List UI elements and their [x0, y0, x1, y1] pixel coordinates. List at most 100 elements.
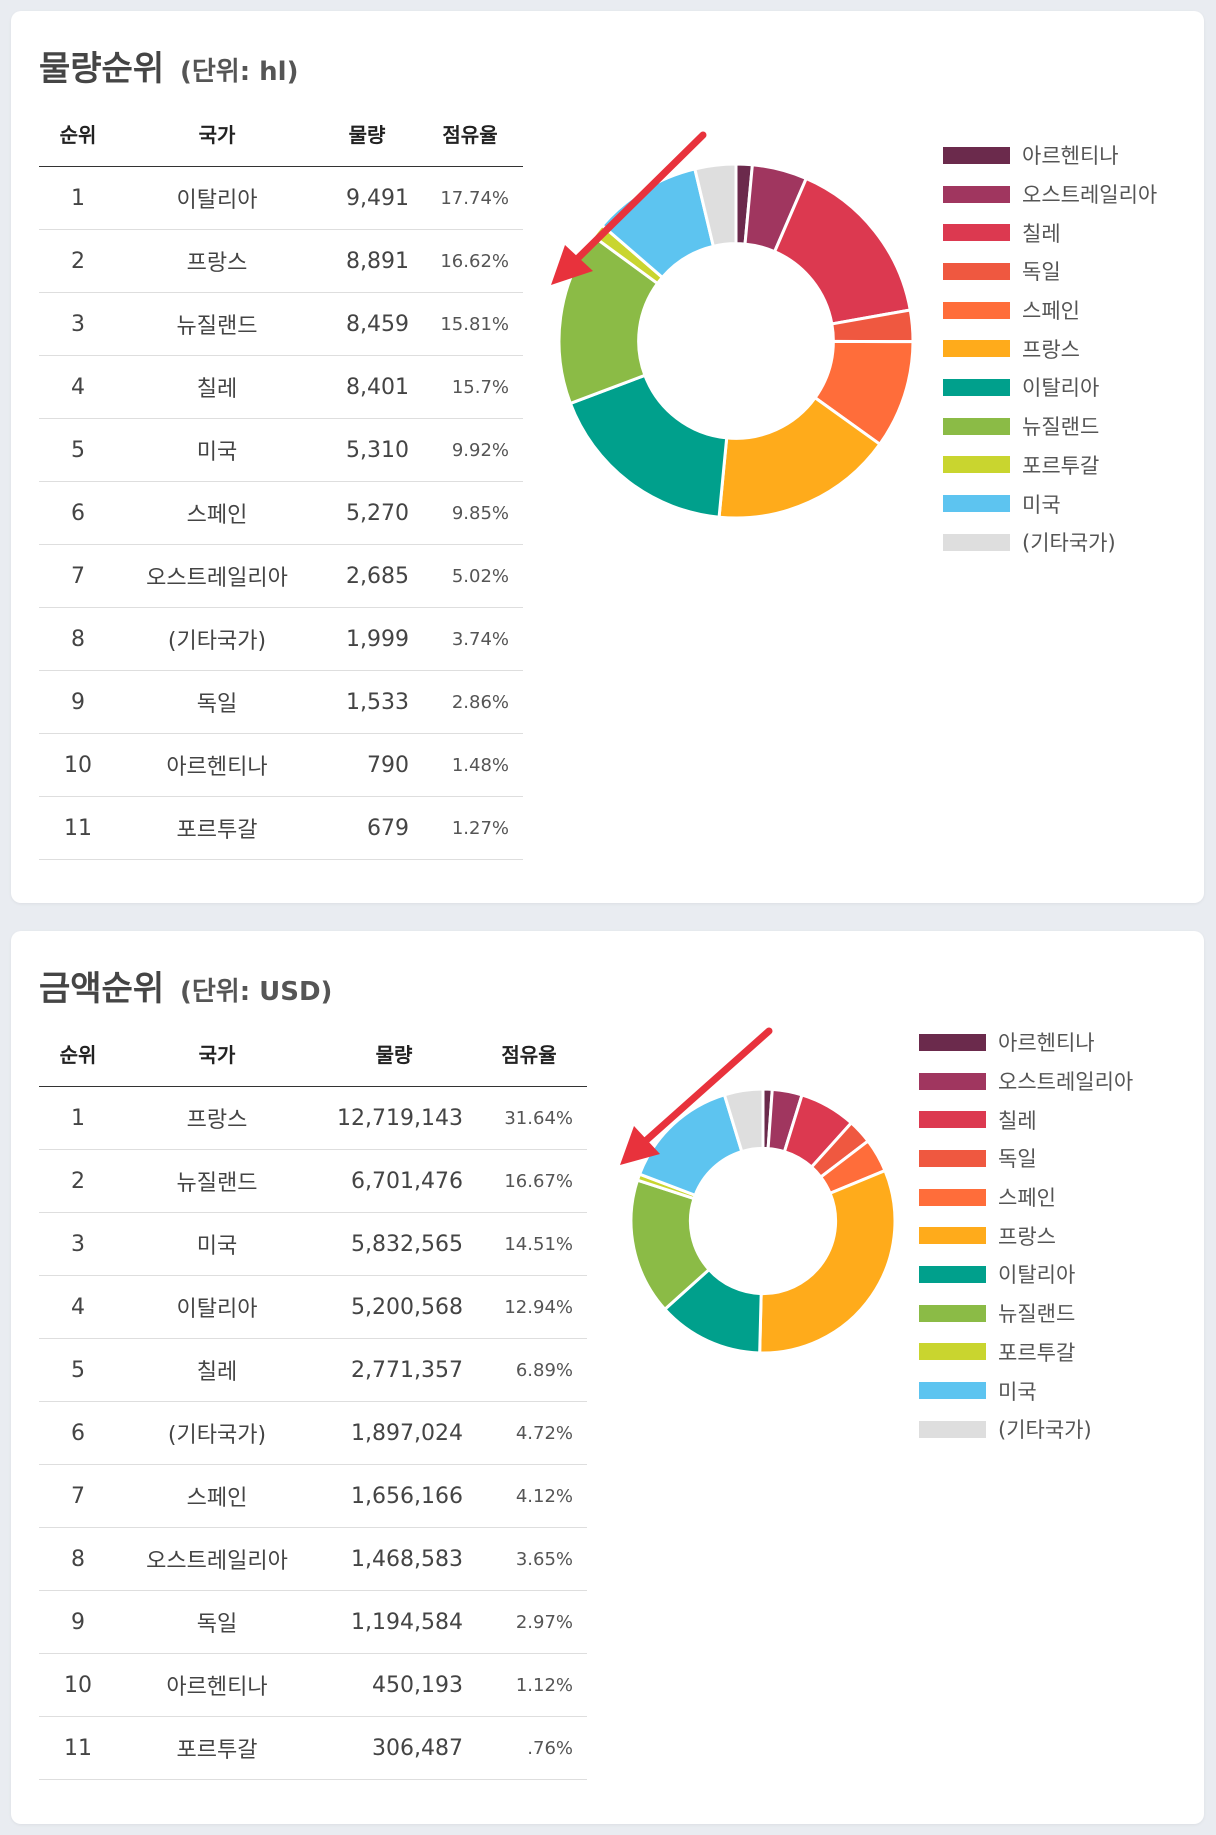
rank-cell: 2	[39, 229, 117, 293]
table-row: 10 아르헨티나 450,193 1.12%	[39, 1653, 587, 1717]
legend-label: 스페인	[998, 1186, 1056, 1211]
legend-swatch	[919, 1382, 986, 1400]
country-cell: 독일	[117, 1590, 317, 1654]
table-row: 10 아르헨티나 790 1.48%	[39, 733, 523, 797]
legend-swatch	[919, 1033, 986, 1051]
country-cell: 독일	[117, 670, 317, 734]
legend-label: 오스트레일리아	[1022, 183, 1158, 208]
value-cell: 2,771,357	[317, 1338, 471, 1402]
card-title-text: 물량순위	[39, 49, 165, 89]
donut-chart	[557, 162, 915, 520]
legend-label: (기타국가)	[998, 1418, 1092, 1443]
legend-swatch	[919, 1304, 986, 1322]
card-title-text: 금액순위	[39, 969, 165, 1009]
table-row: 2 프랑스 8,891 16.62%	[39, 229, 523, 293]
legend-item: 아르헨티나	[919, 1023, 1133, 1062]
legend-item: 독일	[919, 1139, 1133, 1178]
rank-cell: 4	[39, 355, 117, 419]
value-cell: 1,533	[317, 670, 417, 734]
table-row: 7 오스트레일리아 2,685 5.02%	[39, 544, 523, 608]
donut-slice	[568, 373, 729, 519]
legend-item: 스페인	[919, 1178, 1133, 1217]
legend-item: 아르헨티나	[943, 136, 1157, 175]
legend-swatch	[943, 456, 1010, 474]
legend-label: 포르투갈	[998, 1340, 1076, 1365]
value-cell: 5,200,568	[317, 1275, 471, 1339]
country-cell: 오스트레일리아	[117, 1527, 317, 1591]
legend-swatch	[943, 495, 1010, 513]
legend-item: 미국	[943, 484, 1157, 523]
legend-swatch	[943, 185, 1010, 203]
country-cell: 포르투갈	[117, 1716, 317, 1780]
value-cell: 306,487	[317, 1716, 471, 1780]
value-cell: 5,310	[317, 418, 417, 482]
legend-item: 칠레	[919, 1100, 1133, 1139]
table-row: 11 포르투갈 679 1.27%	[39, 796, 523, 860]
legend-item: 스페인	[943, 291, 1157, 330]
table-row: 7 스페인 1,656,166 4.12%	[39, 1464, 587, 1528]
donut-chart	[629, 1087, 897, 1355]
legend-swatch	[943, 378, 1010, 396]
country-cell: 포르투갈	[117, 796, 317, 860]
donut-slice	[758, 1168, 897, 1355]
legend-item: 이탈리아	[919, 1255, 1133, 1294]
value-cell: 679	[317, 796, 417, 860]
share-cell: 4.72%	[471, 1401, 587, 1465]
share-cell: 16.62%	[417, 229, 523, 293]
legend-label: 이탈리아	[1022, 376, 1100, 401]
share-cell: 2.97%	[471, 1590, 587, 1654]
header-rank: 순위	[39, 1021, 117, 1087]
legend-item: 오스트레일리아	[919, 1062, 1133, 1101]
card-title: 금액순위 (단위: USD)	[39, 961, 332, 1010]
country-cell: 뉴질랜드	[117, 292, 317, 356]
table-row: 6 스페인 5,270 9.85%	[39, 481, 523, 545]
legend-item: 칠레	[943, 213, 1157, 252]
rank-cell: 11	[39, 1716, 117, 1780]
share-cell: 1.48%	[417, 733, 523, 797]
legend-item: 독일	[943, 252, 1157, 291]
value-cell: 5,832,565	[317, 1212, 471, 1276]
legend-label: 프랑스	[1022, 337, 1080, 362]
legend-swatch	[919, 1343, 986, 1361]
header-country: 국가	[117, 101, 317, 167]
table-header-row: 순위 국가 물량 점유율	[39, 101, 523, 167]
red-arrow-annotation	[620, 1027, 773, 1165]
country-cell: 프랑스	[117, 229, 317, 293]
legend-swatch	[919, 1188, 986, 1206]
legend-swatch	[943, 340, 1010, 358]
volume-ranking-card: 물량순위 (단위: hl) 순위 국가 물량 점유율 1 이탈리아 9,491 17.…	[11, 11, 1204, 903]
rank-cell: 10	[39, 1653, 117, 1717]
rank-cell: 10	[39, 733, 117, 797]
header-value: 물량	[317, 101, 417, 167]
table-row: 1 이탈리아 9,491 17.74%	[39, 166, 523, 230]
legend-label: 아르헨티나	[1022, 144, 1119, 169]
unit-label: (단위: hl)	[179, 57, 299, 87]
rank-cell: 6	[39, 1401, 117, 1465]
country-cell: 미국	[117, 1212, 317, 1276]
rank-cell: 2	[39, 1149, 117, 1213]
value-cell: 2,685	[317, 544, 417, 608]
country-cell: 이탈리아	[117, 1275, 317, 1339]
table-row: 11 포르투갈 306,487.76%	[39, 1716, 587, 1780]
value-cell: 1,656,166	[317, 1464, 471, 1528]
share-cell: 3.74%	[417, 607, 523, 671]
legend-item: 포르투갈	[919, 1333, 1133, 1372]
legend-swatch	[919, 1111, 986, 1129]
legend-item: (기타국가)	[919, 1410, 1133, 1449]
rank-cell: 11	[39, 796, 117, 860]
country-cell: 스페인	[117, 481, 317, 545]
table-row: 4 이탈리아 5,200,568 12.94%	[39, 1275, 587, 1339]
legend-swatch	[943, 224, 1010, 242]
country-cell: 미국	[117, 418, 317, 482]
legend-label: (기타국가)	[1022, 531, 1116, 556]
rank-cell: 5	[39, 418, 117, 482]
legend-swatch	[943, 262, 1010, 280]
legend-label: 독일	[998, 1147, 1037, 1172]
share-cell: 12.94%	[471, 1275, 587, 1339]
table-row: 9 독일 1,533 2.86%	[39, 670, 523, 734]
legend-item: (기타국가)	[943, 523, 1157, 562]
share-cell: 31.64%	[471, 1086, 587, 1150]
share-cell: 1.12%	[471, 1653, 587, 1717]
share-cell: 3.65%	[471, 1527, 587, 1591]
country-cell: 아르헨티나	[117, 733, 317, 797]
